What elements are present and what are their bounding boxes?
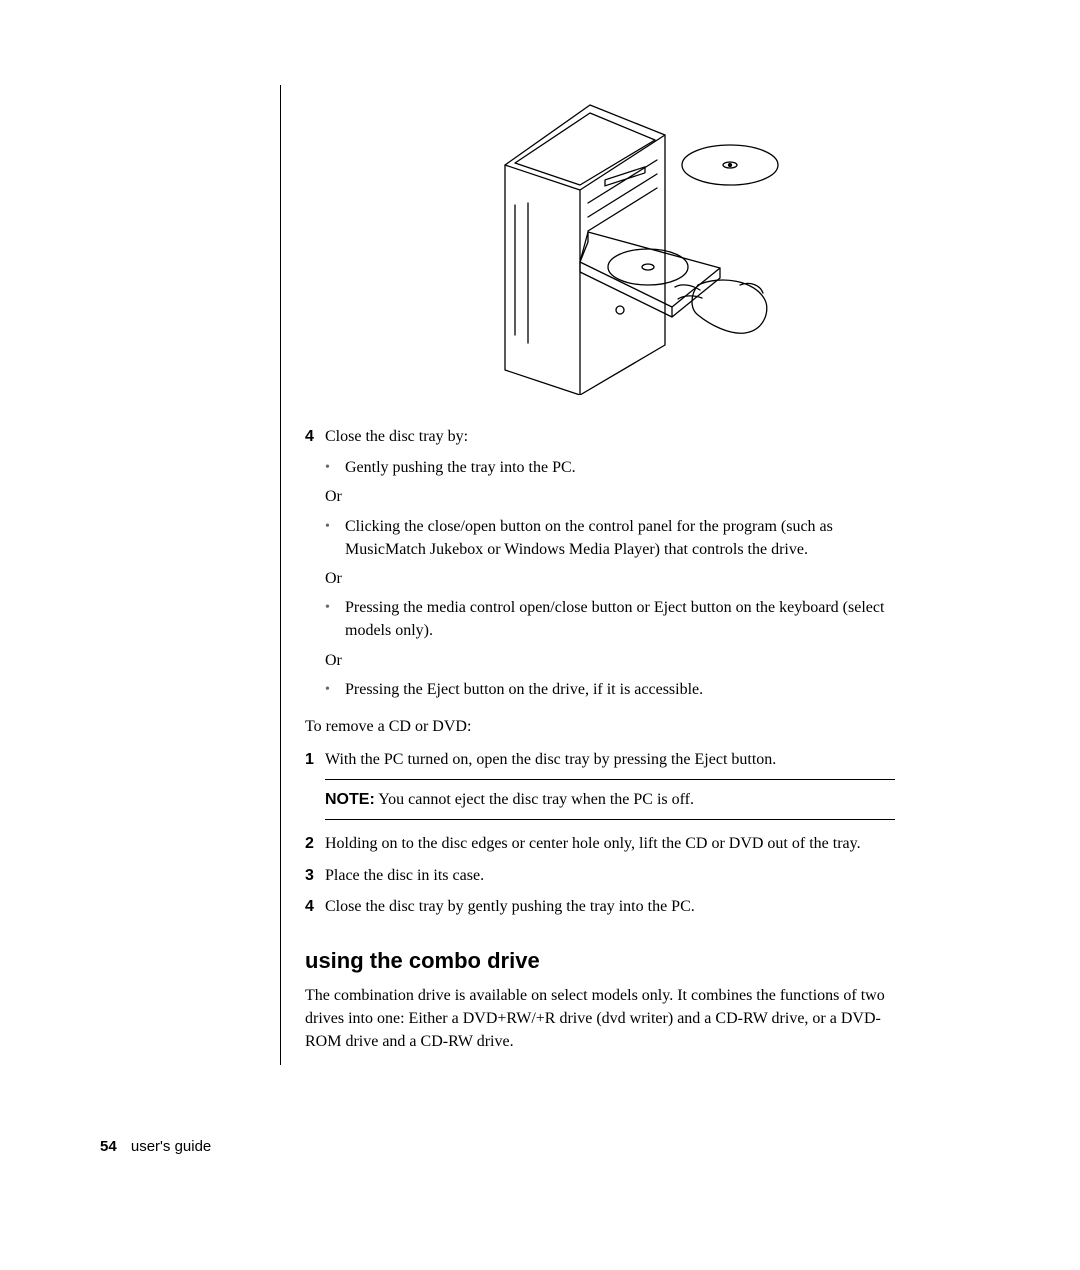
- remove-intro: To remove a CD or DVD:: [305, 715, 895, 738]
- page-number: 54: [100, 1138, 117, 1155]
- note-label: NOTE:: [325, 791, 375, 808]
- step-number: 3: [305, 864, 325, 887]
- bullet-dot: •: [325, 456, 345, 479]
- remove-step-3: 3 Place the disc in its case.: [305, 864, 895, 887]
- step-text: Place the disc in its case.: [325, 864, 895, 887]
- bullet-dot: •: [325, 515, 345, 561]
- note-box: NOTE: You cannot eject the disc tray whe…: [325, 779, 895, 820]
- or-separator: Or: [325, 649, 895, 672]
- bullet-text: Pressing the Eject button on the drive, …: [345, 678, 895, 701]
- bullet-item: • Clicking the close/open button on the …: [325, 515, 895, 561]
- note-text: You cannot eject the disc tray when the …: [375, 791, 694, 808]
- content-column: 4 Close the disc tray by: • Gently pushi…: [280, 85, 895, 1065]
- bullet-text: Pressing the media control open/close bu…: [345, 596, 895, 642]
- bullet-text: Gently pushing the tray into the PC.: [345, 456, 895, 479]
- bullet-item: • Gently pushing the tray into the PC.: [325, 456, 895, 479]
- footer-label: user's guide: [131, 1138, 211, 1155]
- step-text: Close the disc tray by:: [325, 425, 895, 448]
- step-text: Holding on to the disc edges or center h…: [325, 832, 895, 855]
- or-separator: Or: [325, 567, 895, 590]
- section-heading: using the combo drive: [305, 948, 895, 974]
- bullet-dot: •: [325, 596, 345, 642]
- remove-step-2: 2 Holding on to the disc edges or center…: [305, 832, 895, 855]
- bullet-item: • Pressing the media control open/close …: [325, 596, 895, 642]
- step-number: 2: [305, 832, 325, 855]
- pc-tower-illustration: [420, 85, 780, 395]
- step-4: 4 Close the disc tray by:: [305, 425, 895, 448]
- combo-paragraph: The combination drive is available on se…: [305, 984, 895, 1054]
- step-number: 4: [305, 425, 325, 448]
- step-number: 4: [305, 895, 325, 918]
- step-number: 1: [305, 748, 325, 771]
- step-text: With the PC turned on, open the disc tra…: [325, 748, 895, 771]
- step-text: Close the disc tray by gently pushing th…: [325, 895, 895, 918]
- remove-step-4: 4 Close the disc tray by gently pushing …: [305, 895, 895, 918]
- bullet-text: Clicking the close/open button on the co…: [345, 515, 895, 561]
- or-separator: Or: [325, 485, 895, 508]
- remove-step-1: 1 With the PC turned on, open the disc t…: [305, 748, 895, 771]
- page-footer: 54 user's guide: [100, 1138, 211, 1155]
- bullet-dot: •: [325, 678, 345, 701]
- bullet-item: • Pressing the Eject button on the drive…: [325, 678, 895, 701]
